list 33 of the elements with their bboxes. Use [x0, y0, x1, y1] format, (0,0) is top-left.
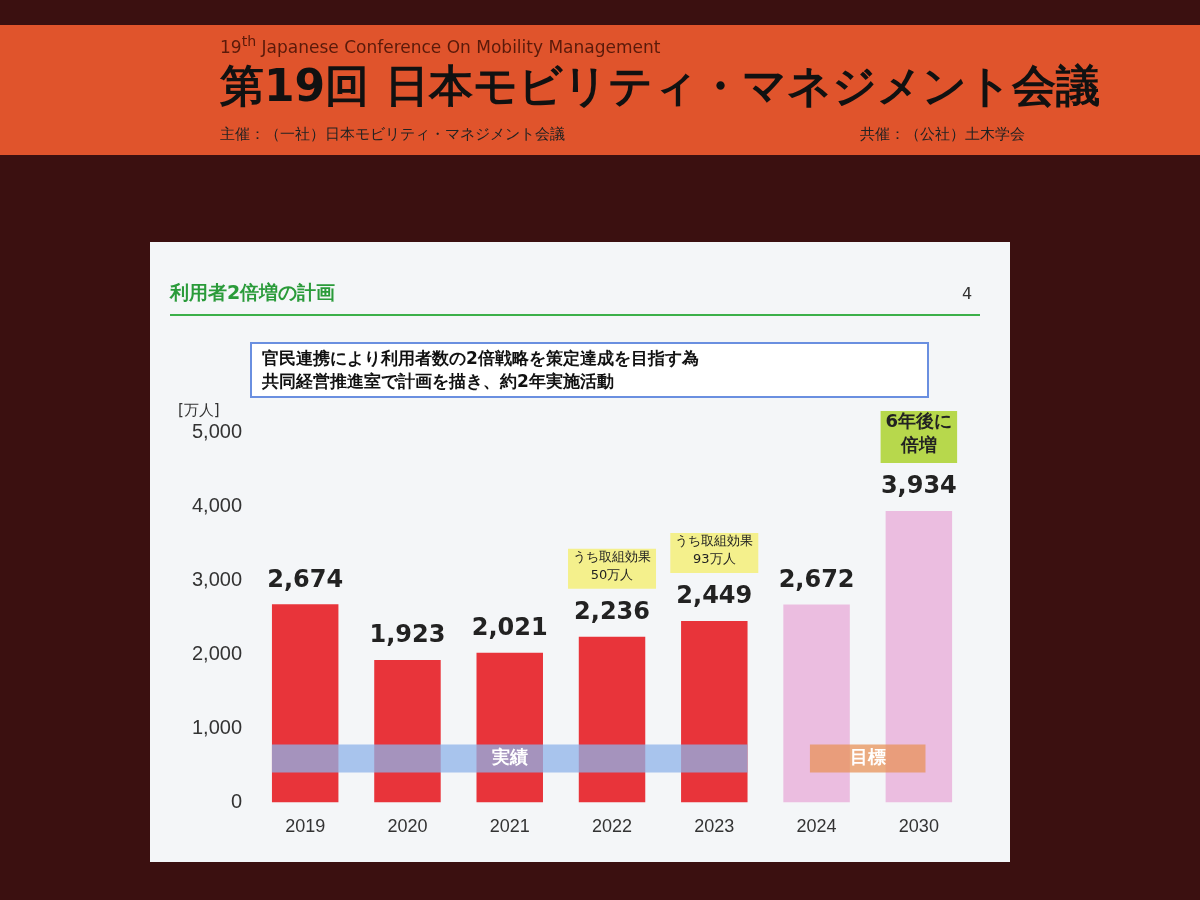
- data-label: 2,021: [471, 612, 548, 641]
- annotation: うち取組効果93万人: [675, 532, 754, 566]
- data-label: 2,674: [267, 564, 344, 593]
- text: 4: [962, 284, 973, 303]
- text: 19$^{th}$ Japanese Conference On Mobility Management: [220, 33, 661, 57]
- text: 第19回 日本モビリティ・マネジメント会議: [220, 59, 1100, 113]
- y-axis-title: [万人]: [178, 401, 220, 420]
- text: 共催：（公社）土木学会: [860, 125, 1025, 144]
- text: 主催：（一社）日本モビリティ・マネジメント会議: [220, 125, 565, 144]
- y-tick-label: 3,000: [191, 567, 243, 590]
- y-tick-label: 0: [230, 789, 243, 812]
- band-label: 目標: [849, 746, 886, 768]
- data-label: 3,934: [880, 471, 957, 500]
- chart-title: 利用者2倍増の計画: [170, 280, 336, 305]
- x-tick-label: 2030: [898, 816, 939, 837]
- data-label: 1,923: [369, 620, 446, 649]
- x-tick-label: 2024: [796, 816, 837, 837]
- annotation: うち取組効果50万人: [573, 548, 652, 582]
- x-tick-label: 2023: [694, 816, 735, 837]
- data-label: 2,449: [676, 581, 753, 610]
- y-tick-label: 5,000: [191, 419, 243, 442]
- data-label: 2,672: [778, 564, 855, 593]
- x-tick-label: 2021: [489, 816, 530, 837]
- y-tick-label: 1,000: [191, 715, 243, 738]
- x-tick-label: 2020: [387, 816, 428, 837]
- y-tick-label: 2,000: [191, 641, 243, 664]
- band-label: 実績: [490, 746, 528, 768]
- x-tick-label: 2019: [285, 816, 326, 837]
- x-tick-label: 2022: [592, 816, 633, 837]
- y-tick-label: 4,000: [191, 493, 243, 516]
- chart-subtitle: 官民連携により利用者数の2倍戦略を策定達成を目指す為共同経営推進室で計画を描き、約2年実施活動: [250, 342, 929, 398]
- data-label: 2,236: [574, 596, 650, 625]
- annotation: 6年後に倍増: [885, 409, 953, 455]
